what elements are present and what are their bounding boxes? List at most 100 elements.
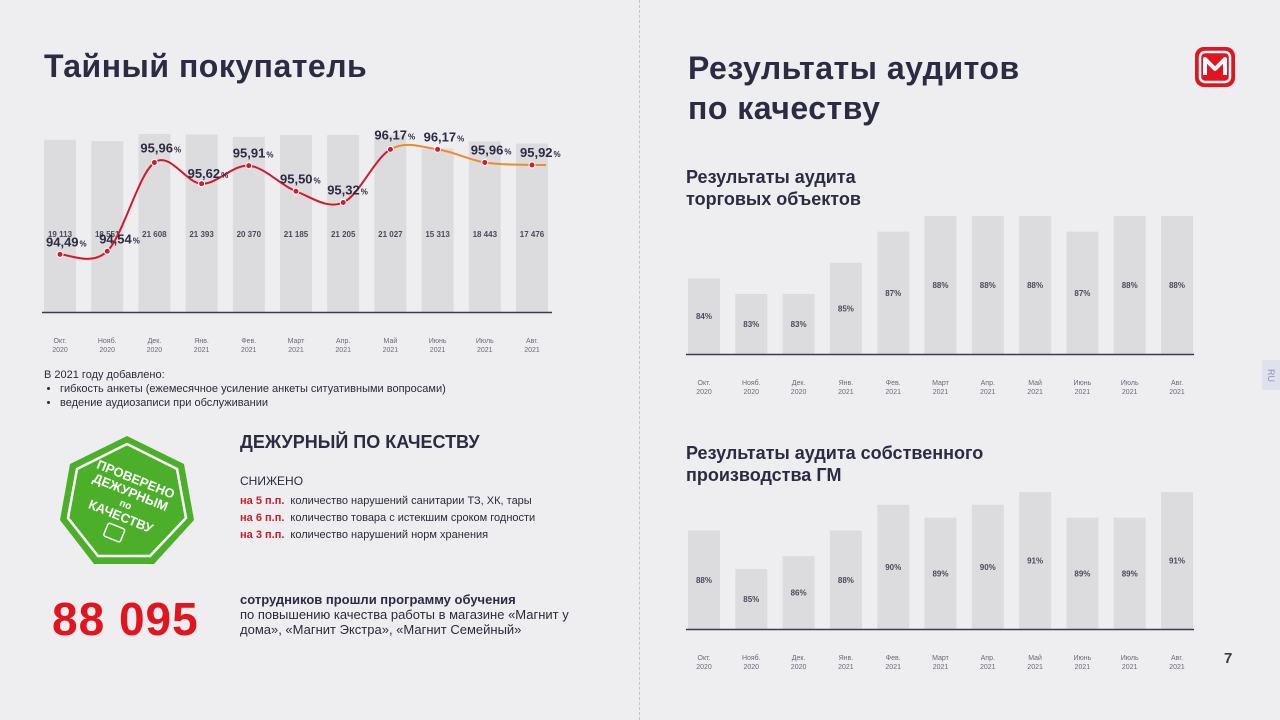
x-tick-label: 2020 (147, 347, 163, 354)
duty-row: на 3 п.п. количество нарушений норм хране… (240, 527, 535, 544)
bar (971, 216, 1004, 354)
line-value-unit: % (221, 171, 228, 180)
bar-value-label: 89% (932, 569, 948, 578)
x-tick-label: 2021 (980, 664, 996, 671)
duty-title: ДЕЖУРНЫЙ ПО КАЧЕСТВУ (240, 432, 480, 452)
bar (468, 141, 501, 312)
x-tick-label: 2021 (383, 347, 399, 354)
bar-value-label: 88% (1122, 281, 1138, 290)
x-tick-label: Фев. (886, 380, 901, 387)
bar-value-label: 88% (838, 576, 854, 585)
bar (44, 139, 76, 312)
bar-value-label: 90% (980, 563, 996, 572)
duty-row: на 6 п.п. количество товара с истекшим ср… (240, 510, 535, 527)
bar-value-label: 84% (696, 312, 712, 321)
quality-stamp-badge: ПРОВЕРЕНО ДЕЖУРНЫМ по КАЧЕСТВУ (60, 436, 194, 564)
x-tick-label: 2021 (430, 347, 446, 354)
duty-subtitle: СНИЖЕНО (240, 474, 304, 488)
x-tick-label: 2021 (980, 389, 996, 396)
x-tick-label: 2021 (1169, 664, 1185, 671)
stamp-shape (60, 436, 194, 564)
line-point (481, 159, 489, 166)
x-tick-label: 2021 (288, 347, 304, 354)
x-tick-label: 2020 (696, 389, 712, 396)
x-tick-label: Апр. (981, 655, 995, 662)
line-point (434, 145, 442, 153)
line-value-unit: % (80, 239, 87, 248)
bar-value-label: 83% (791, 320, 807, 329)
line-value-unit: % (457, 134, 464, 143)
language-tab[interactable]: RU (1262, 360, 1280, 390)
x-tick-label: Май (1028, 654, 1042, 662)
notes-item: гибкость анкеты (ежемесячное усиление ан… (60, 382, 446, 396)
x-tick-label: Март (932, 655, 950, 662)
bar-value-label: 90% (885, 563, 901, 572)
line-value-label: 95,91% (233, 146, 274, 161)
x-tick-label: Янв. (194, 338, 209, 345)
line-point (245, 162, 253, 170)
bar-value-label: 19 113 (48, 230, 73, 239)
line-value-label: 95,50% (280, 171, 321, 186)
bar-value-label: 20 370 (237, 230, 262, 239)
line-value-label: 95,32% (327, 183, 368, 198)
x-tick-label: 2021 (241, 347, 257, 354)
bar-value-label: 15 313 (425, 230, 450, 239)
right-page: Результаты аудитов по качеству Результат… (640, 0, 1280, 720)
duty-text: количество нарушений санитарии ТЗ, ХК, т… (290, 495, 532, 507)
line-value-label: 96,17% (424, 129, 465, 144)
bar-value-label: 87% (885, 289, 901, 298)
line-value-label: 94,54% (99, 231, 140, 246)
bar-value-label: 91% (1027, 557, 1043, 566)
line-point (56, 250, 64, 258)
x-tick-label: 2021 (838, 389, 854, 396)
x-tick-label: Июль (1121, 655, 1139, 662)
x-tick-label: 2021 (335, 347, 351, 354)
line-value-unit: % (408, 132, 415, 141)
bar (735, 294, 768, 354)
bar (877, 231, 910, 354)
bar-value-label: 91% (1169, 557, 1185, 566)
bar-value-label: 89% (1122, 569, 1138, 578)
duty-text: количество нарушений норм хранения (290, 529, 489, 541)
x-tick-label: 2021 (933, 389, 949, 396)
line-value-unit: % (314, 176, 321, 185)
x-tick-label: 2021 (1169, 389, 1185, 396)
bar-value-label: 88% (1169, 281, 1185, 290)
line-point (103, 247, 111, 255)
x-tick-label: Май (384, 337, 398, 345)
x-tick-label: 2021 (1027, 664, 1043, 671)
bar-value-label: 17 476 (520, 230, 545, 239)
bar-value-label: 89% (1074, 569, 1090, 578)
x-tick-label: 2021 (885, 389, 901, 396)
bar (1161, 216, 1193, 354)
bar (1019, 492, 1052, 629)
duty-amount: на 3 п.п. (240, 529, 285, 541)
x-tick-label: Июль (476, 338, 494, 345)
notes-heading: В 2021 году добавлено: (44, 369, 165, 381)
x-tick-label: 2021 (838, 664, 854, 671)
x-tick-label: Июль (1121, 380, 1139, 387)
x-tick-label: Нояб. (742, 654, 761, 662)
page-divider (639, 0, 640, 720)
x-tick-label: 2020 (744, 664, 760, 671)
duty-amount: на 6 п.п. (240, 512, 285, 524)
bar (91, 141, 124, 312)
duty-row: на 5 п.п. количество нарушений санитарии … (240, 493, 535, 510)
page-title: Тайный покупатель (44, 48, 368, 84)
line-point (292, 187, 300, 195)
audit-stores-chart: 84% Окт. 2020 83% Нояб. 2020 83% Дек. 2020 85% Янв… (686, 216, 1194, 396)
bar (735, 569, 768, 629)
bar (688, 530, 720, 629)
duty-amount: на 5 п.п. (240, 495, 285, 507)
line-point (150, 159, 158, 166)
bar-value-label: 85% (743, 595, 759, 604)
x-tick-label: Дек. (148, 338, 162, 345)
line-value-label: 95,62% (188, 166, 229, 181)
line-point (528, 161, 536, 169)
x-tick-label: Окт. (698, 655, 711, 662)
trained-employees-number: 88 095 (52, 593, 199, 645)
bar (782, 294, 815, 354)
x-tick-label: 2020 (696, 664, 712, 671)
bar (782, 556, 815, 629)
training-text: сотрудников прошли программу обучения по… (240, 592, 590, 637)
